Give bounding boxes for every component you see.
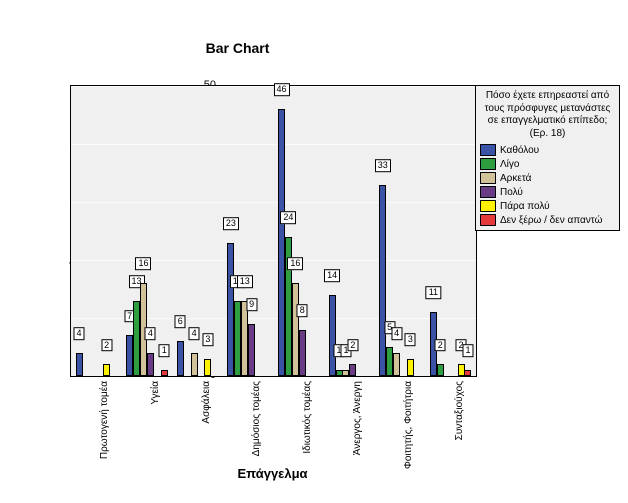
bar (464, 370, 471, 376)
chart-container: Bar Chart 01020304050 Εκτίμηση Άποψης 42… (0, 0, 628, 503)
chart-title: Bar Chart (0, 40, 475, 56)
legend-item: Αρκετά (480, 172, 615, 184)
legend-swatch (480, 144, 496, 156)
bar (349, 364, 356, 376)
bar-value-label: 24 (280, 211, 296, 224)
bar-value-label: 2 (435, 339, 446, 352)
legend-item: Καθόλου (480, 144, 615, 156)
legend-label: Αρκετά (500, 173, 531, 184)
legend-swatch (480, 158, 496, 170)
bar (299, 330, 306, 376)
bar-value-label: 8 (297, 304, 308, 317)
bar (191, 353, 198, 376)
legend-item: Πολύ (480, 186, 615, 198)
category-label: Υγεία (150, 381, 161, 405)
legend-title: Πόσο έχετε επηρεαστεί από τους πρόσφυγες… (480, 90, 615, 140)
bar-value-label: 9 (246, 298, 257, 311)
bar-value-label: 4 (189, 327, 200, 340)
category-label: Ασφάλεια (201, 381, 212, 424)
bar-value-label: 3 (202, 333, 213, 346)
bar-value-label: 6 (175, 316, 186, 329)
bar (103, 364, 110, 376)
category-label: Ιδιωτικός τομέας (302, 381, 313, 454)
legend-label: Πολύ (500, 187, 523, 198)
bar-value-label: 33 (375, 159, 391, 172)
bar-value-label: 23 (223, 217, 239, 230)
legend-item: Δεν ξέρω / δεν απαντώ (480, 214, 615, 226)
bar-value-label: 3 (405, 333, 416, 346)
bar-value-label: 14 (324, 269, 340, 282)
legend-label: Λίγο (500, 159, 519, 170)
legend-label: Πάρα πολύ (500, 201, 550, 212)
bar (393, 353, 400, 376)
category-label: Άνεργος, Άνεργη (352, 381, 363, 455)
bar-value-label: 2 (101, 339, 112, 352)
bar (76, 353, 83, 376)
category-label: Δημόσιος τομέας (251, 381, 262, 456)
plot-area: 4271316416432313139462416814112335431122… (70, 85, 477, 377)
bar (329, 295, 336, 376)
bar-value-label: 11 (426, 287, 441, 300)
bar-value-label: 1 (159, 345, 170, 358)
bar-value-label: 16 (135, 258, 151, 271)
bar (407, 359, 414, 376)
bar (161, 370, 168, 376)
bar (204, 359, 211, 376)
bar (177, 341, 184, 376)
category-label: Φοιτητής, Φοιτήτρια (403, 381, 414, 469)
bar (437, 364, 444, 376)
category-label: Συνταξιούχος (454, 381, 465, 440)
legend-swatch (480, 186, 496, 198)
legend-label: Δεν ξέρω / δεν απαντώ (500, 215, 602, 226)
category-label: Πρωτογενή τομέα (99, 381, 110, 459)
legend-swatch (480, 172, 496, 184)
bar (248, 324, 255, 376)
x-axis-label: Επάγγελμα (70, 466, 475, 481)
legend-swatch (480, 214, 496, 226)
bar-value-label: 46 (274, 84, 290, 97)
bar-value-label: 4 (74, 327, 85, 340)
legend-label: Καθόλου (500, 145, 539, 156)
legend: Πόσο έχετε επηρεαστεί από τους πρόσφυγες… (475, 85, 620, 231)
bar-value-label: 4 (145, 327, 156, 340)
bar-value-label: 1 (462, 345, 473, 358)
legend-swatch (480, 200, 496, 212)
legend-item: Πάρα πολύ (480, 200, 615, 212)
bar (147, 353, 154, 376)
bar-value-label: 2 (347, 339, 358, 352)
legend-item: Λίγο (480, 158, 615, 170)
bar-value-label: 4 (391, 327, 402, 340)
plot: 4271316416432313139462416814112335431122… (71, 86, 476, 376)
bar-value-label: 13 (237, 275, 253, 288)
bar-value-label: 16 (287, 258, 303, 271)
